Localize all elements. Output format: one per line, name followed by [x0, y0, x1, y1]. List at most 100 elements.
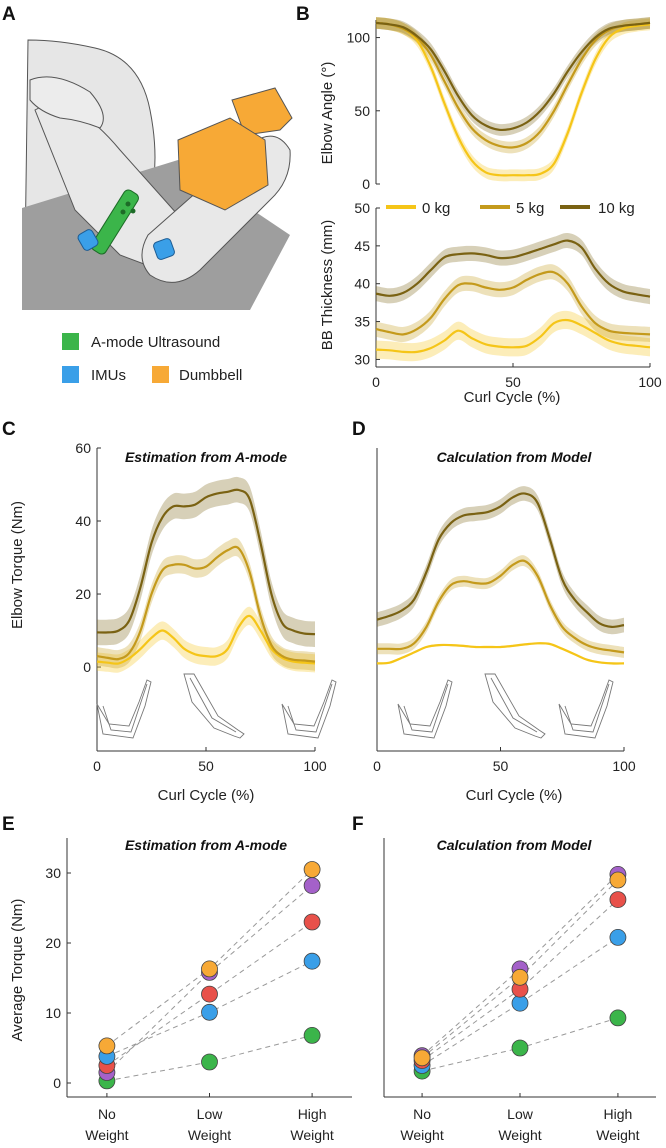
y-tick-label: 20: [75, 586, 91, 602]
series-line-5kg: [375, 21, 651, 149]
x-tick-label: 0: [373, 758, 381, 774]
x-category-label: High: [298, 1106, 327, 1122]
x-category-label: Weight: [498, 1127, 541, 1143]
chart-b-bottom-plot: [375, 207, 651, 368]
panel-b-bottom-ylabel: BB Thickness (mm): [319, 220, 336, 351]
panel-f-title: Calculation from Model: [437, 837, 593, 853]
panel-c-xlabel: Curl Cycle (%): [158, 787, 255, 804]
chart-c-plot: [96, 447, 316, 752]
series-band-5kg: [97, 537, 315, 671]
legend-label-imus: IMUs: [91, 367, 126, 384]
data-point-orange: [609, 871, 627, 889]
legend-swatch-0kg: [386, 205, 416, 209]
legend-label-ultrasound: A-mode Ultrasound: [91, 334, 220, 351]
data-point-purple: [303, 877, 321, 894]
ultrasound-transducer-dot: [120, 209, 126, 215]
series-line-0kg: [375, 318, 651, 354]
connector-line-purple: [106, 885, 313, 1073]
data-point-orange: [413, 1049, 431, 1067]
data-point-orange: [201, 960, 218, 978]
x-tick-label: 100: [638, 374, 662, 390]
x-tick-label: 50: [505, 374, 521, 390]
panel-label-c: C: [2, 419, 16, 440]
arm-dumbbell-illustration: [22, 39, 293, 310]
legend-swatch-dumbbell: [152, 366, 169, 383]
x-category-label: Weight: [290, 1127, 333, 1143]
arm-bone: [287, 683, 333, 733]
series-band-0kg: [376, 17, 650, 182]
arm-bone: [102, 683, 148, 733]
series-line-10kg: [96, 488, 316, 636]
x-tick-label: 50: [198, 758, 214, 774]
panel-c-title: Estimation from A-mode: [125, 449, 287, 465]
chart-b-top-plot: [375, 17, 651, 185]
panel-c-ylabel: Elbow Torque (Nm): [9, 501, 26, 629]
hand-fingers: [29, 76, 104, 129]
x-category-label: Weight: [188, 1127, 231, 1143]
series-band-10kg: [376, 17, 650, 136]
chart-e-plot: [66, 838, 352, 1098]
panel-d-title: Calculation from Model: [437, 449, 593, 465]
y-tick-label: 0: [53, 1075, 61, 1091]
connector-line-blue: [421, 936, 619, 1066]
arm-outline: [397, 679, 453, 739]
ultrasound-transducer-dot: [125, 201, 131, 207]
data-point-red: [303, 913, 321, 931]
legend-swatch-10kg: [560, 205, 590, 209]
data-point-blue: [303, 952, 321, 970]
legend-label-10kg: 10 kg: [598, 200, 635, 217]
x-category-label: No: [98, 1106, 116, 1122]
series-band-10kg: [377, 486, 624, 635]
x-category-label: Low: [197, 1106, 224, 1122]
data-point-green: [303, 1027, 321, 1044]
series-line-0kg: [375, 21, 651, 177]
connector-line-green: [106, 1034, 313, 1082]
arm-pose-flexed: [96, 679, 152, 739]
x-category-label: High: [604, 1106, 633, 1122]
arm-pose-sketches: [96, 673, 614, 739]
y-tick-label: 10: [45, 1005, 61, 1021]
series-band-5kg: [377, 555, 624, 658]
x-tick-label: 0: [372, 374, 380, 390]
series-line-5kg: [377, 559, 625, 654]
data-point-blue: [511, 994, 529, 1012]
data-point-green: [511, 1039, 529, 1057]
data-point-red: [609, 891, 627, 908]
series-line-10kg: [375, 21, 651, 132]
panel-e-ylabel: Average Torque (Nm): [9, 899, 26, 1042]
series-band-10kg: [376, 232, 650, 305]
arm-pose-flexed: [558, 679, 614, 739]
y-tick-label: 100: [347, 30, 371, 46]
x-category-label: Weight: [596, 1127, 639, 1143]
imu-sensor-forearm: [153, 238, 175, 260]
legend-label-5kg: 5 kg: [516, 200, 544, 217]
data-point-blue: [609, 929, 627, 946]
x-category-label: Weight: [85, 1127, 128, 1143]
y-tick-label: 0: [362, 176, 370, 192]
imu-sensor-upper: [77, 229, 99, 251]
legend-label-dumbbell: Dumbbell: [179, 367, 242, 384]
series-band-5kg: [376, 17, 650, 154]
data-point-orange: [98, 1037, 116, 1055]
panel-label-d: D: [352, 419, 366, 440]
series-line-10kg: [376, 492, 625, 629]
y-tick-label: 0: [83, 659, 91, 675]
arm-bone: [490, 677, 538, 733]
arm-bone: [564, 683, 610, 733]
panel-label-b: B: [296, 4, 310, 25]
arm-pose-flexed: [281, 679, 337, 739]
y-tick-label: 35: [354, 314, 370, 330]
panel-b-top-ylabel: Elbow Angle (°): [319, 62, 336, 165]
panel-label-f: F: [352, 814, 364, 835]
data-point-green: [201, 1053, 218, 1071]
ultrasound-transducer-dot: [130, 208, 136, 214]
data-point-orange: [511, 968, 529, 986]
legend-swatch-imus: [62, 366, 79, 383]
data-point-red: [201, 985, 218, 1003]
x-tick-label: 0: [93, 758, 101, 774]
series-band-0kg: [376, 310, 650, 362]
x-category-label: No: [413, 1106, 431, 1122]
series-line-10kg: [375, 239, 651, 298]
